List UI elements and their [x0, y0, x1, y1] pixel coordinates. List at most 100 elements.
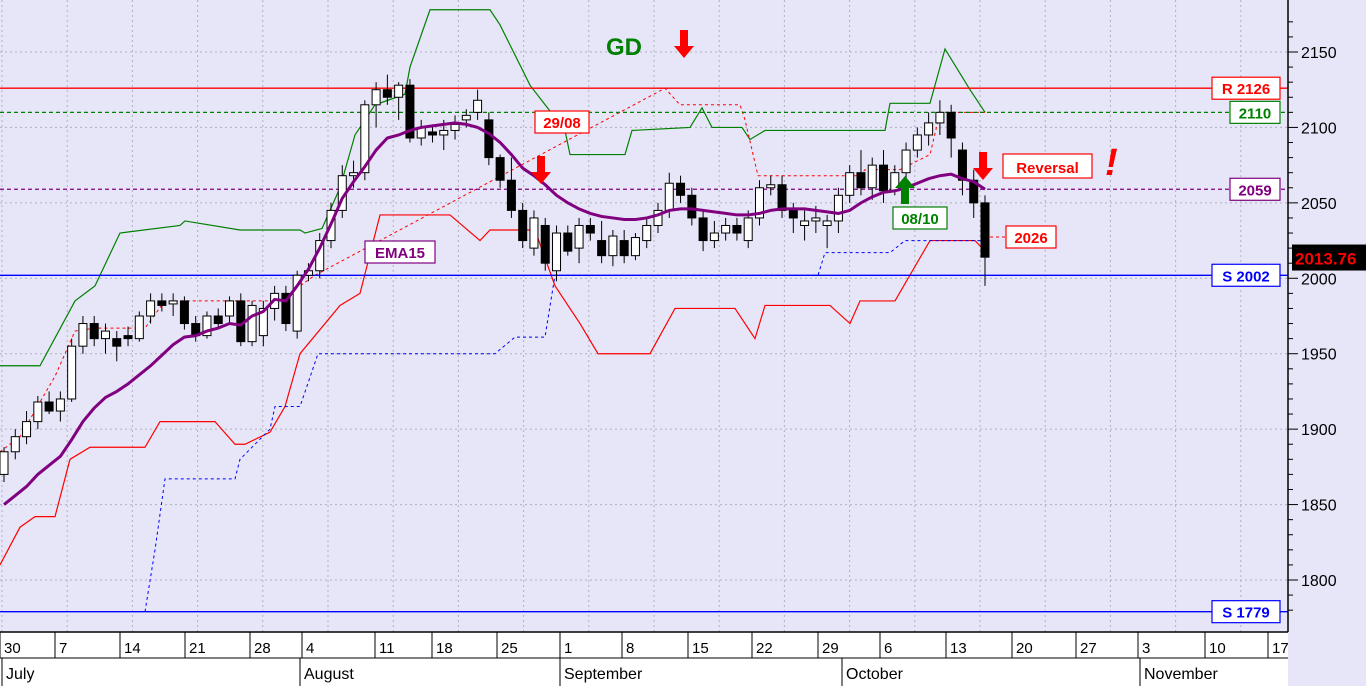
level-2026-label: 2026	[1014, 230, 1047, 247]
level-label: 2059	[1238, 182, 1271, 199]
candle	[721, 224, 731, 234]
ema15-line	[3, 121, 986, 506]
candle	[202, 315, 212, 337]
candle	[867, 164, 877, 189]
annotations: GD 29/08 EMA15 08/10 Reversal 2026!	[364, 30, 1118, 264]
gd-label: GD	[606, 34, 642, 61]
x-tick-label: 4	[306, 640, 314, 657]
date-2908-label-box	[534, 110, 590, 134]
level-label: S 2002	[1222, 268, 1270, 285]
reversal-label: Reversal	[1016, 160, 1079, 177]
lower-channel-line	[0, 214, 986, 566]
candle	[980, 202, 990, 258]
x-tick-label: 28	[254, 640, 271, 657]
candle	[10, 436, 20, 453]
last-price-box	[1292, 244, 1366, 271]
candle	[619, 240, 629, 257]
y-tick-label: 1800	[1301, 573, 1337, 590]
candle	[642, 224, 652, 242]
x-tick-label: 30	[4, 640, 21, 657]
x-tick-label: 1	[564, 640, 572, 657]
x-tick-label: 15	[692, 640, 709, 657]
candle	[856, 172, 866, 189]
x-tick-label: 10	[1209, 640, 1226, 657]
candle	[608, 235, 618, 257]
candle	[439, 129, 449, 136]
candle	[777, 184, 787, 211]
reversal-label-box	[1002, 153, 1093, 179]
candle	[0, 451, 9, 475]
candle	[574, 224, 584, 249]
x-tick-label: 13	[950, 640, 967, 657]
candle	[281, 292, 291, 325]
level-label: R 2126	[1222, 81, 1270, 98]
candle	[518, 209, 528, 242]
x-tick-label: 7	[59, 640, 67, 657]
candle	[100, 330, 110, 340]
candle	[845, 172, 855, 196]
x-tick-label: 27	[1080, 640, 1097, 657]
candle	[709, 232, 719, 242]
candle	[461, 114, 471, 121]
candle	[168, 300, 178, 305]
sell-arrow-icon	[674, 30, 694, 58]
candle	[123, 335, 133, 340]
month-label: August	[304, 666, 354, 683]
candle	[360, 104, 370, 174]
candle	[247, 304, 257, 343]
x-tick-label: 29	[822, 640, 839, 657]
candle	[258, 307, 268, 337]
ema15-label: EMA15	[375, 245, 425, 262]
candle	[811, 217, 821, 222]
y-tick-label: 1900	[1301, 422, 1337, 439]
upper-channel-line	[0, 9, 986, 367]
candle	[405, 84, 415, 139]
level-label-box	[1229, 177, 1281, 201]
candle	[664, 182, 674, 211]
candle	[754, 187, 764, 219]
candle	[743, 217, 753, 242]
month-label: September	[564, 666, 643, 683]
x-tick-label: 18	[436, 640, 453, 657]
candle	[89, 323, 99, 340]
candle	[912, 134, 922, 151]
candle	[924, 122, 934, 136]
x-tick-label: 14	[124, 640, 141, 657]
sell-arrow-icon	[973, 152, 993, 180]
candle	[349, 172, 359, 177]
candle	[901, 149, 911, 174]
candle	[371, 89, 381, 106]
y-tick-label: 2000	[1301, 271, 1337, 288]
candle	[450, 123, 460, 131]
candle	[157, 300, 167, 306]
y-tick-label: 1950	[1301, 347, 1337, 364]
exclamation-icon: !	[1105, 142, 1118, 184]
trailing-stop-blue	[144, 240, 985, 612]
y-tick-label: 2100	[1301, 120, 1337, 137]
level-label-box	[1211, 600, 1281, 624]
candle	[67, 345, 77, 400]
candle	[134, 315, 144, 340]
candle	[292, 274, 302, 332]
last-price-label: 2013.76	[1295, 250, 1356, 269]
sell-arrow-icon	[531, 156, 551, 184]
candle	[22, 421, 32, 438]
candle	[800, 220, 810, 226]
candle	[597, 240, 607, 257]
candle	[957, 149, 967, 181]
date-2908-label: 29/08	[543, 115, 581, 132]
candle	[225, 300, 235, 317]
x-tick-label: 25	[501, 640, 518, 657]
x-tick-label: 17	[1272, 640, 1289, 657]
candle	[506, 179, 516, 211]
candle	[529, 217, 539, 249]
month-label: July	[6, 666, 34, 683]
candle	[822, 220, 832, 226]
x-axis-panel	[0, 632, 1288, 686]
level-label: S 1779	[1222, 605, 1270, 622]
candle	[946, 111, 956, 139]
buy-arrow-icon	[895, 176, 915, 204]
month-label: October	[846, 666, 904, 683]
